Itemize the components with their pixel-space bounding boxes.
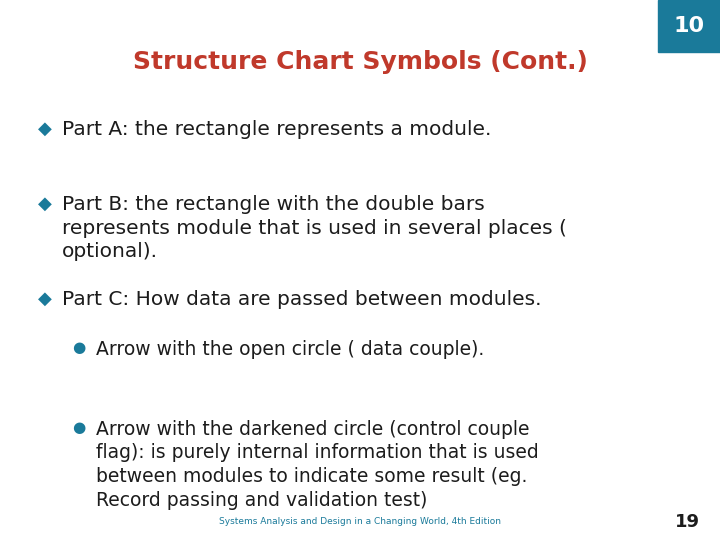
Text: 19: 19 — [675, 513, 700, 531]
Text: ●: ● — [72, 420, 85, 435]
Text: ◆: ◆ — [38, 195, 52, 213]
Text: ◆: ◆ — [38, 120, 52, 138]
FancyBboxPatch shape — [658, 0, 720, 52]
Text: Arrow with the darkened circle (control couple
flag): is purely internal informa: Arrow with the darkened circle (control … — [96, 420, 539, 510]
Text: 10: 10 — [673, 16, 705, 36]
Text: ◆: ◆ — [38, 290, 52, 308]
Text: Part C: How data are passed between modules.: Part C: How data are passed between modu… — [62, 290, 541, 309]
Text: Part B: the rectangle with the double bars
represents module that is used in sev: Part B: the rectangle with the double ba… — [62, 195, 567, 261]
Text: Structure Chart Symbols (Cont.): Structure Chart Symbols (Cont.) — [132, 50, 588, 74]
Text: Part A: the rectangle represents a module.: Part A: the rectangle represents a modul… — [62, 120, 491, 139]
Text: Systems Analysis and Design in a Changing World, 4th Edition: Systems Analysis and Design in a Changin… — [219, 517, 501, 526]
Text: Arrow with the open circle ( data couple).: Arrow with the open circle ( data couple… — [96, 340, 485, 359]
Text: ●: ● — [72, 340, 85, 355]
